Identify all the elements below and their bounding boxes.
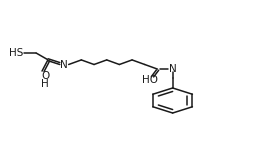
Text: O: O <box>41 71 49 81</box>
Text: H: H <box>41 79 49 89</box>
Text: N: N <box>60 60 68 69</box>
Text: HS: HS <box>9 48 23 58</box>
Text: N: N <box>168 64 176 74</box>
Text: HO: HO <box>142 75 158 85</box>
